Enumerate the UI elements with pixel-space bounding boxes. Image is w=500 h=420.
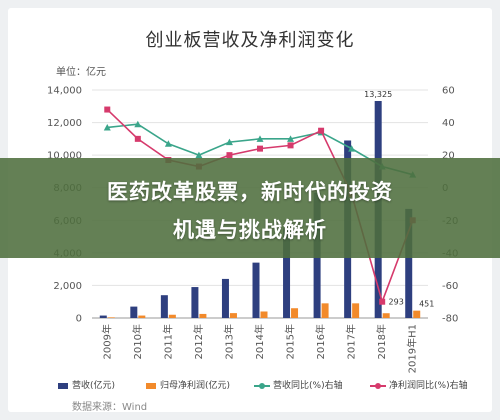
profit-yoy-point [318,127,325,134]
revenue-bar [191,287,199,318]
legend-swatch [58,382,68,389]
net-profit-bar [168,314,176,318]
revenue-bar [130,306,138,318]
data-label: 293 [389,298,404,307]
y-right-tick-label: 40 [442,118,455,129]
profit-yoy-point [379,298,386,305]
net-profit-bar [291,308,299,318]
x-tick-label: 2013年 [222,324,235,359]
net-profit-bar [229,313,237,318]
legend-item-net-profit: 归母净利润(亿元) [146,378,230,391]
headline-line-1: 医药改革股票，新时代的投资 [107,180,393,204]
net-profit-bar [199,313,207,318]
revenue-bar [283,228,291,318]
legend-swatch [254,382,270,390]
net-profit-bar [382,313,390,318]
x-tick-label: 2016年 [314,324,327,359]
headline-line-2: 机遇与挑战解析 [173,218,327,242]
net-profit-bar [352,303,360,318]
profit-yoy-point [226,152,233,159]
revenue-bar [252,262,260,318]
legend-swatch [146,382,156,389]
y-left-tick-label: 14,000 [47,86,82,97]
y-left-tick-label: 12,000 [47,118,82,129]
revenue-yoy-point [256,135,264,142]
revenue-bar [405,208,413,318]
revenue-yoy-point [103,123,111,131]
x-tick-label: 2015年 [284,324,297,359]
net-profit-bar [413,310,421,318]
net-profit-bar [321,303,329,318]
profit-yoy-point [134,135,141,142]
net-profit-bar [138,315,146,318]
x-tick-label: 2011年 [161,324,174,359]
revenue-yoy-point [348,145,356,152]
revenue-bar [160,295,168,318]
data-source: 数据来源：Wind [72,402,148,413]
y-right-tick-label: -80 [442,314,458,325]
x-tick-label: 2009年 [100,324,113,359]
legend-swatch [370,382,386,390]
y-right-tick-label: 60 [442,86,455,97]
revenue-bar [99,315,107,318]
chart-title: 创业板营收及净利润变化 [145,30,355,51]
y-left-tick-label: 10,000 [47,151,82,162]
x-tick-label: 2017年 [345,324,358,359]
x-tick-label: 2018年 [375,324,388,359]
revenue-bar [221,278,229,318]
y-right-tick-label: -60 [442,281,458,292]
revenue-yoy-point [164,140,172,147]
legend-label: 归母净利润(亿元) [160,381,231,391]
revenue-yoy-point [225,138,233,146]
data-label: 13,325 [364,90,392,99]
revenue-yoy-point [287,135,295,142]
y-left-tick-label: 2,000 [53,281,82,292]
profit-yoy-point [287,142,294,149]
profit-yoy-point [104,106,111,113]
x-tick-label: 2010年 [131,324,144,359]
headline-banner: 医药改革股票，新时代的投资 机遇与挑战解析 [0,158,500,258]
legend-label: 营收同比(%)右轴 [273,381,343,391]
legend-label: 营收(亿元) [72,381,116,391]
data-label: 451 [419,300,434,309]
revenue-yoy-point [134,120,142,128]
legend-item-revenue: 营收(亿元) [58,378,115,391]
x-tick-label: 2012年 [192,324,205,359]
y-left-tick-label: 0 [76,314,82,325]
x-tick-label: 2014年 [253,324,266,359]
net-profit-bar [260,311,268,318]
x-tick-label: 2019年H1 [406,324,419,373]
y-right-tick-label: 20 [442,151,455,162]
legend-item-profit-yoy: 净利润同比(%)右轴 [370,378,468,391]
legend-item-revenue-yoy: 营收同比(%)右轴 [254,378,343,391]
profit-yoy-point [257,145,263,152]
legend-label: 净利润同比(%)右轴 [389,381,468,391]
unit-label: 单位：亿元 [56,67,106,78]
net-profit-bar [107,317,115,318]
revenue-yoy-point [195,151,203,159]
